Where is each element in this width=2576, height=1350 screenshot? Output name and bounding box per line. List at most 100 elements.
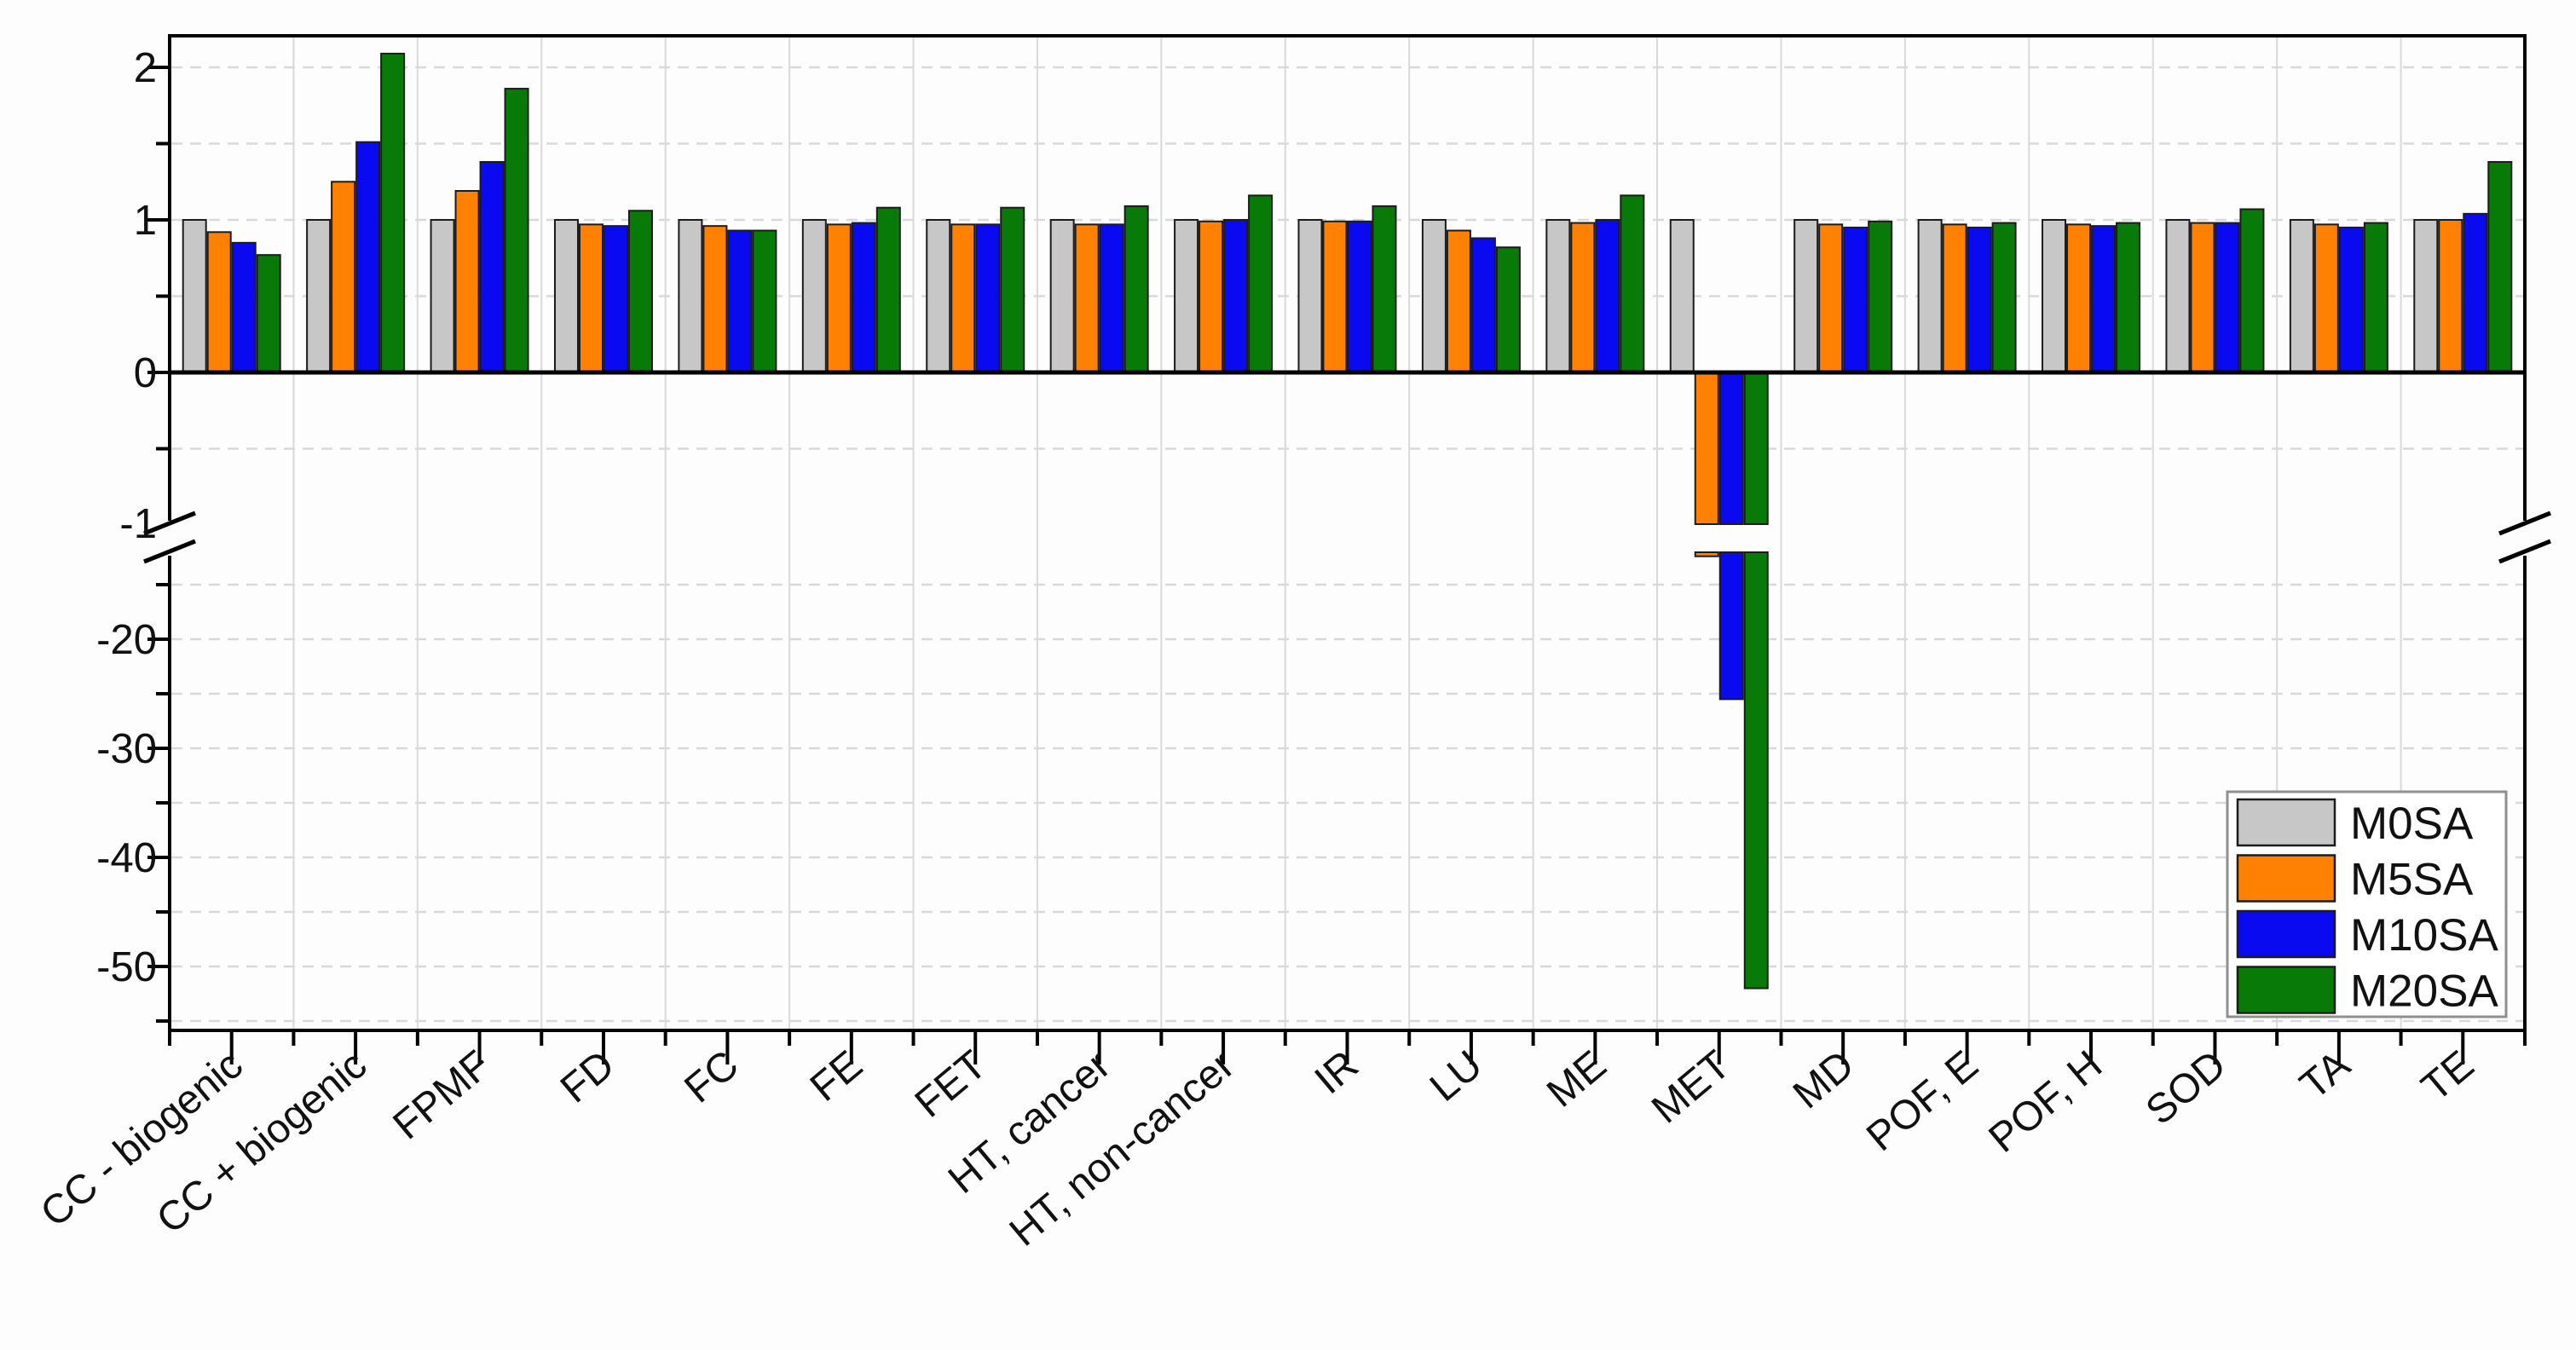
x-tick-label: FET [907,1042,996,1127]
bar-M10SA-12 [1718,372,1744,525]
bar-M10SA-5 [851,222,876,373]
category-separators [292,36,2402,1030]
bar-M10SA-6 [975,223,1001,373]
bar-M20SA-14 [1991,222,2017,373]
x-tick-label: MET [1643,1042,1739,1133]
bar-M20SA-10 [1495,246,1521,373]
bar-M5SA-6 [950,223,976,373]
bar-M10SA-13 [1843,226,1868,374]
bar-M20SA-17 [2363,222,2388,373]
bar-M20SA-12 [1743,372,1769,525]
x-tick-label: CC + biogenic [148,1042,375,1243]
bar-M10SA-0 [231,241,257,373]
bar-M10SA-11 [1595,219,1620,373]
legend-swatch-M5SA [2236,854,2336,903]
bar-M10SA-14 [1967,226,1992,374]
legend-label-M20SA: M20SA [2350,966,2498,1017]
bar-M20SA-18 [2487,160,2513,373]
bar-M5SA-3 [578,223,604,373]
axis-break-marks [143,511,2551,564]
bar-M5SA-12 [1694,551,1719,557]
y-tick-label: 2 [134,45,157,91]
bar-M0SA-12 [1669,219,1695,373]
bar-M10SA-16 [2215,222,2240,373]
bar-M5SA-12 [1694,372,1719,525]
bar-M20SA-15 [2116,222,2141,373]
bar-M10SA-3 [603,225,628,373]
bar-M10SA-4 [727,229,753,373]
bar-M10SA-2 [479,160,505,373]
x-tick-label: POF, H [1981,1042,2111,1162]
bar-M10SA-17 [2338,226,2364,374]
bar-M20SA-6 [1000,206,1025,373]
y-break-label: -1 [119,501,157,547]
x-tick-label: POF, E [1858,1042,1987,1160]
bar-M10SA-8 [1223,219,1249,373]
legend-swatch-M20SA [2236,966,2336,1014]
break-slash [2498,511,2551,536]
legend-label-M10SA: M10SA [2350,910,2498,961]
x-tick-label: FE [802,1042,871,1111]
x-tick-label: TA [2292,1042,2359,1109]
x-tick-label: IR [1307,1042,1367,1103]
bar-M5SA-18 [2438,219,2463,373]
bar-M10SA-10 [1470,237,1496,374]
break-slash [143,539,196,564]
bar-M20SA-12 [1743,551,1769,989]
bar-M5SA-13 [1818,223,1844,373]
legend-swatch-M0SA [2236,798,2336,847]
bar-M5SA-15 [2066,223,2092,373]
bar-M10SA-15 [2091,225,2117,373]
bar-M5SA-8 [1198,220,1224,374]
bar-M0SA-8 [1174,219,1199,373]
bar-M5SA-16 [2190,222,2215,373]
bar-M10SA-12 [1718,551,1744,701]
bar-M0SA-10 [1421,219,1447,373]
x-tick-label: MD [1785,1042,1863,1118]
bar-M10SA-18 [2463,212,2488,373]
y-tick-label: -20 [96,617,157,663]
bar-M20SA-5 [875,206,901,373]
break-slash [143,511,196,536]
bar-M0SA-1 [306,219,332,373]
bar-M20SA-8 [1248,194,1274,373]
bar-M0SA-5 [801,219,827,373]
bar-M0SA-2 [430,219,455,373]
bar-M5SA-7 [1074,223,1100,373]
bars-M5SA [206,181,2463,557]
bar-M20SA-7 [1123,205,1149,373]
bar-M0SA-7 [1049,219,1075,373]
legend-label-M0SA: M0SA [2350,799,2474,849]
y-tick-label: 0 [134,350,157,396]
y-tick-label: 1 [134,198,157,244]
bar-M0SA-16 [2165,219,2191,373]
bar-M20SA-3 [627,210,653,373]
bar-M0SA-0 [182,219,207,373]
bar-M5SA-2 [454,189,480,373]
break-slash [2498,539,2551,564]
x-tick-label: HT, non-cancer [1002,1042,1243,1255]
bar-M5SA-10 [1446,229,1471,373]
bar-M20SA-9 [1372,205,1397,373]
x-tick-label: SOD [2138,1042,2235,1134]
bar-M0SA-17 [2289,219,2314,373]
bars-M20SA [256,52,2513,989]
bar-M20SA-4 [752,229,777,373]
y-tick-label: -50 [96,944,157,990]
bar-M5SA-11 [1570,222,1596,373]
x-tick-label: FPMF [384,1042,499,1149]
bar-M10SA-7 [1099,223,1124,373]
bar-M5SA-4 [702,225,728,373]
bar-M20SA-13 [1868,220,1893,374]
y-tick-label: -30 [96,726,157,772]
bar-M0SA-14 [1917,219,1943,373]
bar-M5SA-9 [1322,220,1348,374]
legend-swatch-M10SA [2236,909,2336,959]
bar-M5SA-14 [1942,223,1967,373]
bar-M0SA-4 [678,219,703,373]
bar-M0SA-6 [926,219,951,373]
